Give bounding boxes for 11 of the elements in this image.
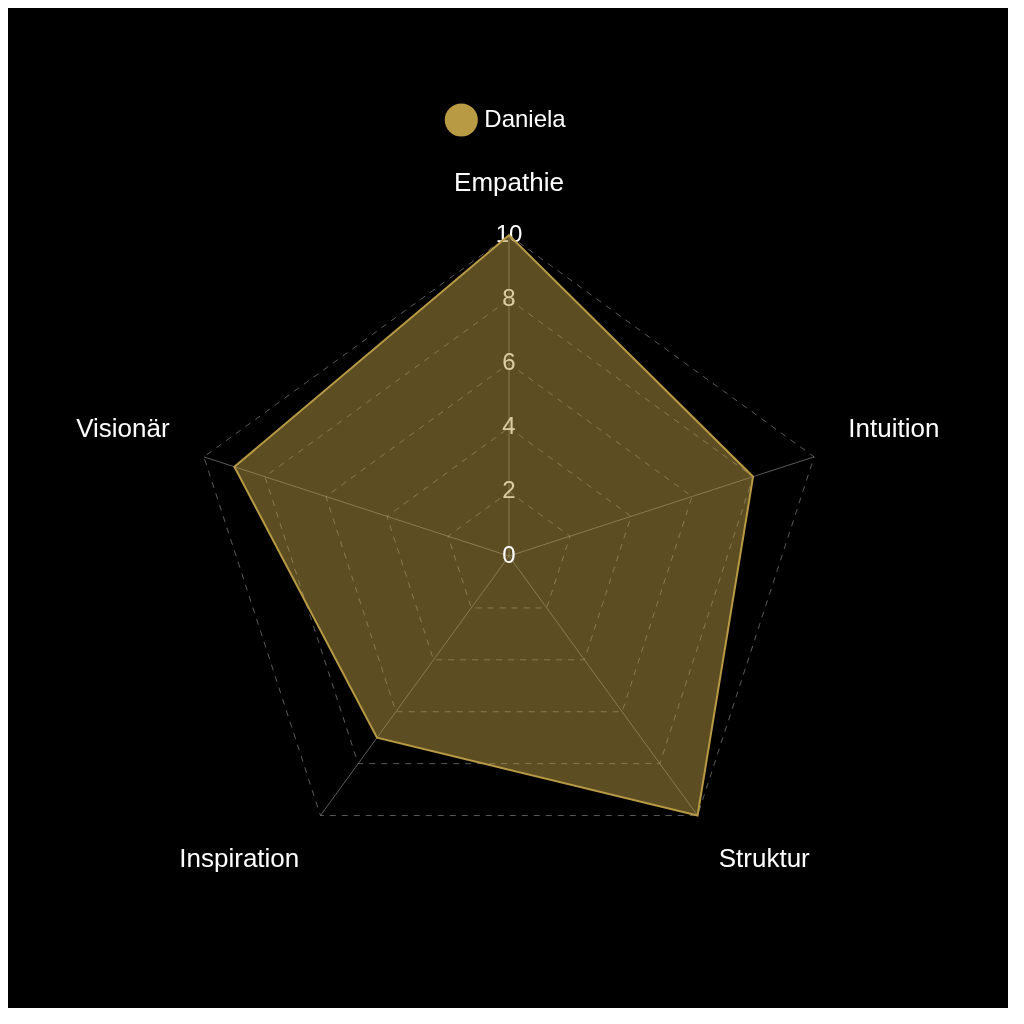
y-tick-label: 4	[502, 412, 516, 440]
spoke-label: Intuition	[848, 413, 940, 444]
spoke-label: Inspiration	[179, 843, 300, 874]
y-tick-label: 0	[502, 540, 516, 568]
y-tick-label: 2	[502, 476, 516, 504]
legend-label: Daniela	[484, 104, 567, 132]
spoke-label: Empathie	[454, 166, 564, 197]
y-tick-label: 6	[502, 348, 516, 376]
y-tick-label: 8	[502, 283, 516, 311]
spoke-label: Struktur	[718, 843, 811, 874]
spoke-label: Visionär	[76, 413, 170, 444]
